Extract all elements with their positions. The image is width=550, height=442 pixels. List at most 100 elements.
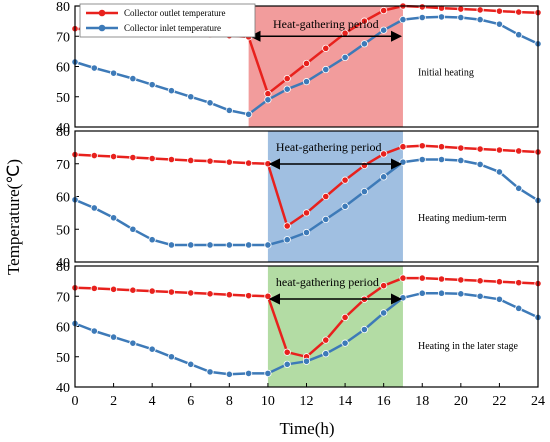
y-tick-label: 70 [56,290,70,305]
series-point-outlet [360,161,368,169]
series-point-outlet [476,277,484,285]
x-tick-label: 18 [415,394,429,409]
x-tick-label: 8 [226,394,233,409]
series-point-outlet [129,153,137,162]
series-point-inlet [90,204,98,212]
series-point-inlet [109,333,118,341]
series-point-inlet [206,241,214,249]
series-point-outlet [225,158,233,166]
y-tick-label: 40 [56,381,70,396]
series-point-outlet [302,59,311,68]
series-point-outlet [495,7,504,15]
series-point-inlet [341,53,349,62]
y-tick-label: 50 [56,351,70,366]
series-point-inlet [302,78,311,86]
series-point-outlet [167,288,176,296]
series-point-inlet [283,85,291,93]
series-point-outlet [283,222,291,230]
series-point-outlet [109,285,118,293]
series-point-inlet [245,110,253,118]
series-point-outlet [457,144,465,152]
series-point-inlet [167,353,176,361]
y-tick-label: 80 [56,0,70,15]
period-label: heat-gathering period [276,275,379,289]
series-point-inlet [495,20,504,28]
series-point-outlet [90,151,98,160]
series-point-outlet [187,289,195,297]
chart-panels: 40 50 60 70 80 Heat-gathering period Initial h… [56,0,542,396]
series-point-inlet [495,168,504,176]
series-point-inlet [360,325,368,334]
series-point-outlet [399,143,407,151]
x-tick-label: 0 [72,394,79,409]
series-point-inlet [225,106,233,114]
series-point-outlet [437,275,446,283]
series-point-outlet [495,278,504,286]
series-point-inlet [515,304,523,312]
y-tick-label: 60 [56,321,70,336]
legend-marker-inlet [98,24,106,32]
series-point-outlet [322,336,330,344]
panel-frame [74,130,539,263]
y-tick-label: 40 [56,121,70,136]
x-tick-label: 6 [187,394,194,409]
panel-3: 40 50 60 70 80 heat-gathering period Heating i… [56,260,542,396]
series-point-inlet [457,13,465,22]
series-point-inlet [399,16,407,24]
series-point-inlet [418,289,426,297]
series-point-inlet [380,309,388,317]
series-point-outlet [380,282,388,290]
series-point-outlet [418,3,426,11]
series-point-inlet [148,236,156,244]
legend-box [79,3,256,38]
series-point-inlet [90,64,98,72]
series-point-inlet [360,187,368,196]
series-point-inlet [418,13,426,22]
series-point-inlet [302,228,311,237]
series-point-outlet [322,192,330,201]
series-point-inlet [90,327,98,335]
series-point-inlet [109,69,118,77]
series-point-outlet [302,209,311,217]
series-point-outlet [206,290,214,298]
x-tick-label: 2 [110,394,117,409]
series-point-inlet [148,81,156,89]
legend-label-outlet: Collector outlet temperature [124,8,225,18]
series-point-outlet [225,291,233,299]
series-point-inlet [418,155,426,164]
series-point-inlet [341,339,349,347]
legend-marker-outlet [98,9,106,17]
series-point-outlet [129,286,137,294]
y-tick-label: 40 [56,256,70,271]
series-point-outlet [457,276,465,284]
series-point-inlet [341,202,349,210]
series-point-outlet [495,146,504,154]
x-tick-label: 10 [261,394,275,409]
series-point-inlet [360,40,368,48]
series-point-inlet [187,241,195,249]
panel-label-heating-medium-term: Heating medium-term [418,213,507,224]
y-tick-label: 50 [56,91,70,106]
series-point-inlet [437,13,446,21]
series-point-outlet [380,150,388,158]
series-point-inlet [322,65,330,74]
series-point-inlet [399,294,407,302]
series-point-inlet [187,360,195,368]
legend-label-inlet: Collector inlet temperature [124,23,221,33]
series-point-outlet [437,143,446,151]
series-point-inlet [129,339,137,347]
series-point-inlet [148,345,156,353]
series-point-outlet [476,145,484,153]
series-point-inlet [283,360,291,368]
series-point-inlet [380,173,388,181]
series-point-inlet [225,370,233,378]
series-point-inlet [167,241,176,249]
series-point-outlet [264,90,272,98]
series-point-inlet [322,350,330,358]
series-point-outlet [148,287,156,295]
series-point-inlet [515,31,523,39]
series-point-outlet [109,152,118,161]
series-point-outlet [341,313,349,322]
y-tick-label: 80 [56,125,70,140]
